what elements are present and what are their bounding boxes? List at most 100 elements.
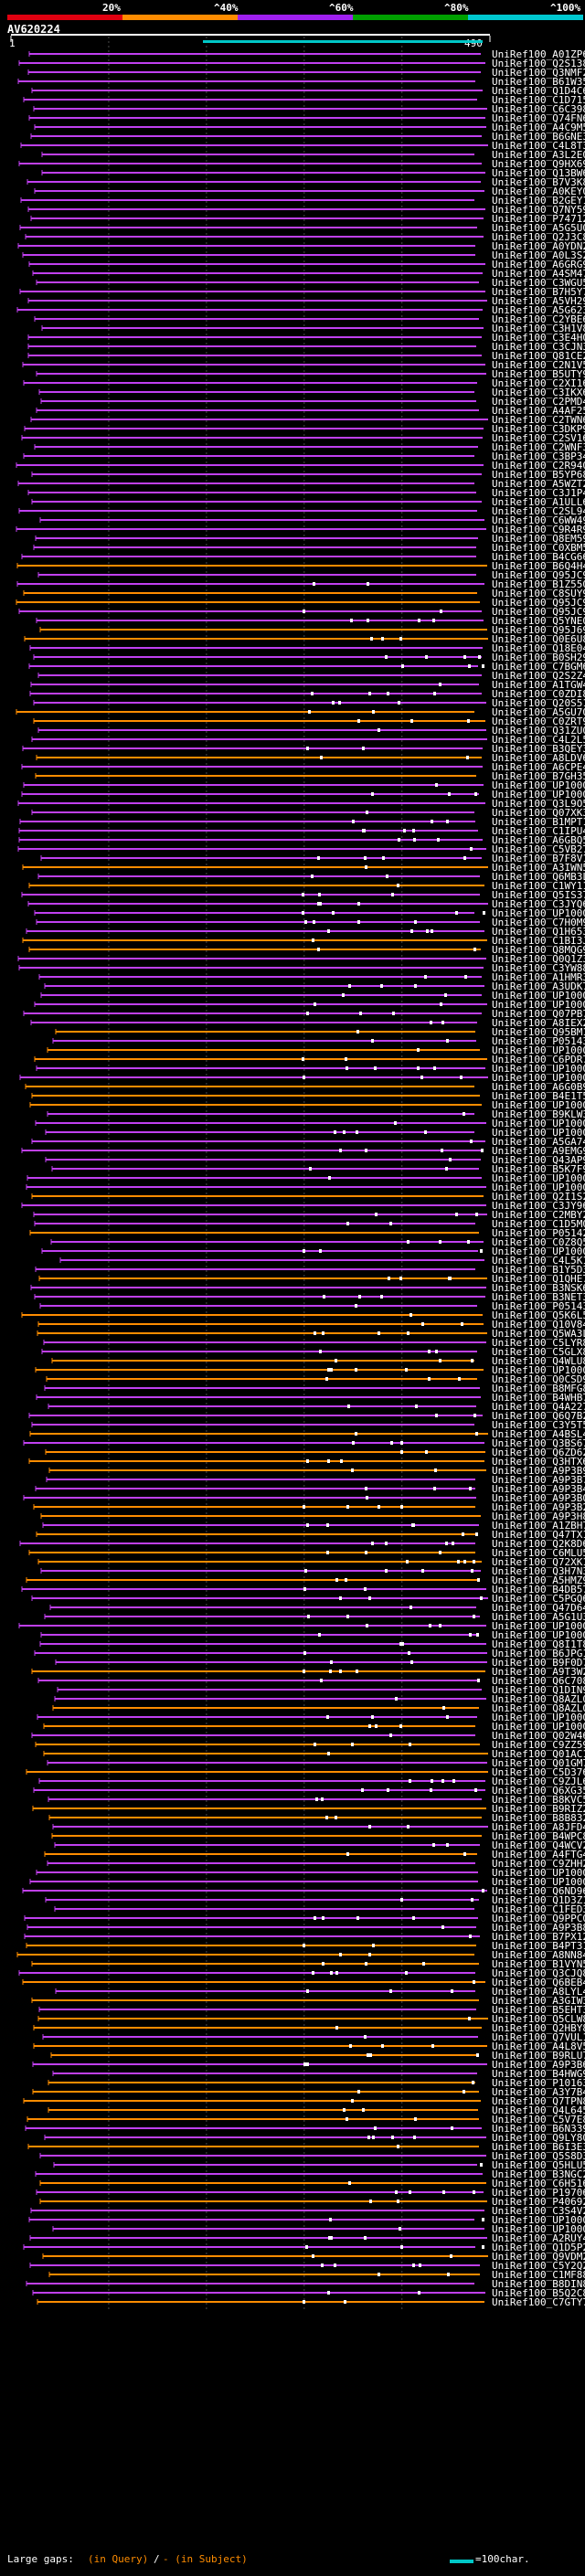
hit-row[interactable]: UniRef100_Q3H7N3 — [40, 1565, 585, 1577]
hit-row[interactable]: UniRef100_UP1000... — [19, 1072, 585, 1084]
hit-row[interactable]: UniRef100_C2YBE6 — [34, 313, 585, 325]
hit-label[interactable]: UniRef100_Q0CSD9 — [492, 1373, 585, 1385]
hit-label[interactable]: UniRef100_C7GTY7 — [492, 2296, 585, 2308]
hit-label[interactable]: UniRef100_Q5S8D3 — [492, 2150, 585, 2162]
hit-label[interactable]: UniRef100_Q3NMF2 — [492, 67, 585, 79]
hit-label[interactable]: UniRef100_C5LYR8 — [492, 1337, 585, 1349]
hit-row[interactable]: UniRef100_A8IEX2 — [30, 1017, 585, 1029]
hit-label[interactable]: UniRef100_Q5YNE0 — [492, 615, 585, 627]
hit-row[interactable]: UniRef100_C2MBY2 — [33, 1209, 585, 1221]
hit-label[interactable]: UniRef100_C9R4R9 — [492, 524, 585, 535]
hit-label[interactable]: UniRef100_A9P3B9 — [492, 1465, 585, 1477]
hit-row[interactable]: UniRef100_Q3CJQ8 — [18, 1967, 585, 1979]
hit-row[interactable]: UniRef100_C9ZHH2 — [47, 1858, 585, 1870]
hit-row[interactable]: UniRef100_UP1000... — [34, 907, 585, 919]
hit-label[interactable]: UniRef100_A9P3B6 — [492, 2059, 585, 2071]
hit-label[interactable]: UniRef100_A9EMG9 — [492, 1145, 585, 1157]
hit-row[interactable]: UniRef100_C9ZJL6 — [38, 1776, 585, 1787]
hit-row[interactable]: UniRef100_Q47D64 — [49, 1602, 585, 1614]
hit-label[interactable]: UniRef100_A5WZT2 — [492, 478, 585, 490]
hit-label[interactable]: UniRef100_Q7NY59 — [492, 204, 585, 216]
hit-label[interactable]: UniRef100_Q6ZD62 — [492, 1447, 585, 1458]
hit-row[interactable]: UniRef100_Q3BS67 — [23, 1437, 585, 1449]
hit-label[interactable]: UniRef100_Q5WA3L — [492, 1328, 585, 1340]
hit-label[interactable]: UniRef100_Q95JC9-3 — [492, 606, 585, 618]
hit-row[interactable]: UniRef100_Q1QHE7 — [38, 1273, 585, 1285]
hit-row[interactable]: UniRef100_A3IWN5 — [22, 862, 585, 874]
hit-row[interactable]: UniRef100_P74712 — [30, 213, 585, 225]
hit-label[interactable]: UniRef100_Q95BM1 — [492, 1026, 585, 1038]
hit-label[interactable]: UniRef100_C5V7E8 — [492, 2114, 585, 2125]
hit-row[interactable]: UniRef100_C2WNF3 — [34, 441, 585, 453]
hit-label[interactable]: UniRef100_Q4L645 — [492, 2104, 585, 2116]
hit-row[interactable]: UniRef100_Q95J69 — [39, 624, 585, 636]
hit-label[interactable]: UniRef100_A5GU70 — [492, 706, 585, 718]
hit-label[interactable]: UniRef100_A5VH29 — [492, 295, 585, 307]
hit-label[interactable]: UniRef100_UP1000... — [492, 1172, 585, 1184]
hit-label[interactable]: UniRef100_A9P3B7 — [492, 1474, 585, 1486]
hit-row[interactable]: UniRef100_Q1H653 — [26, 926, 585, 938]
hit-row[interactable]: UniRef100_C5Y2Q2 — [29, 2260, 585, 2272]
hit-label[interactable]: UniRef100_C7H0M9 — [492, 917, 585, 928]
hit-label[interactable]: UniRef100_A9P3B8 — [492, 1922, 585, 1934]
hit-label[interactable]: UniRef100_Q8MQG9 — [492, 944, 585, 956]
hit-label[interactable]: UniRef100_C7BGM6 — [492, 661, 585, 673]
hit-label[interactable]: UniRef100_B4CG66 — [492, 551, 585, 563]
hit-row[interactable]: UniRef100_Q4WCV2 — [54, 1839, 585, 1851]
hit-label[interactable]: UniRef100_C0ZDI8 — [492, 688, 585, 700]
hit-row[interactable]: UniRef100_A5WZT2 — [17, 478, 585, 490]
hit-row[interactable]: UniRef100_B5UTY9 — [36, 368, 585, 380]
hit-row[interactable]: UniRef100_B4E1T5 — [31, 1090, 585, 1102]
hit-label[interactable]: UniRef100_C3Y5T5 — [492, 1419, 585, 1431]
hit-label[interactable]: UniRef100_P05143 — [492, 1035, 585, 1047]
hit-label[interactable]: UniRef100_Q20S51 — [492, 697, 585, 709]
hit-row[interactable]: UniRef100_C3JY96 — [21, 1200, 585, 1212]
hit-row[interactable]: UniRef100_C6WW49 — [39, 514, 585, 526]
hit-row[interactable]: UniRef100_A8LDV6 — [36, 752, 585, 764]
hit-label[interactable]: UniRef100_A9P3B2 — [492, 1501, 585, 1513]
hit-label[interactable]: UniRef100_UP1000... — [492, 1876, 585, 1888]
hit-row[interactable]: UniRef100_A9P3B7 — [46, 1474, 585, 1486]
hit-row[interactable]: UniRef100_B8B832 — [48, 1812, 585, 1824]
hit-label[interactable]: UniRef100_UP1000... — [492, 1063, 585, 1075]
hit-label[interactable]: UniRef100_Q4WCV2 — [492, 1839, 585, 1851]
hit-label[interactable]: UniRef100_Q31ZU0 — [492, 725, 585, 737]
hit-label[interactable]: UniRef100_C1D715 — [492, 94, 585, 106]
hit-row[interactable]: UniRef100_Q7TPN8 — [23, 2095, 585, 2107]
hit-row[interactable]: UniRef100_A2RUY4 — [29, 2232, 585, 2244]
hit-row[interactable]: UniRef100_A6CPE4 — [21, 761, 585, 773]
hit-label[interactable]: UniRef100_UP1000... — [492, 1099, 585, 1111]
hit-row[interactable]: UniRef100_B0SH29 — [33, 652, 585, 663]
hit-label[interactable]: UniRef100_UP1000... — [492, 1712, 585, 1723]
hit-label[interactable]: UniRef100_C2WNF3 — [492, 441, 585, 453]
hit-label[interactable]: UniRef100_C3JYQ6 — [492, 898, 585, 910]
hit-row[interactable]: UniRef100_C1BI3J — [22, 935, 585, 947]
hit-label[interactable]: UniRef100_B9RLU7 — [492, 2050, 585, 2062]
hit-label[interactable]: UniRef100_A4C9M5 — [492, 122, 585, 133]
hit-label[interactable]: UniRef100_UP1000... — [492, 1867, 585, 1879]
hit-label[interactable]: UniRef100_Q47TX1 — [492, 1529, 585, 1541]
hit-label[interactable]: UniRef100_Q10V84 — [492, 1319, 585, 1330]
hit-row[interactable]: UniRef100_B4WPC8 — [51, 1830, 585, 1842]
hit-label[interactable]: UniRef100_Q95J69 — [492, 624, 585, 636]
hit-label[interactable]: UniRef100_B7V3K8 — [492, 176, 585, 188]
hit-row[interactable]: UniRef100_Q4A227 — [48, 1401, 585, 1413]
hit-row[interactable]: UniRef100_A9P3B9 — [48, 1465, 585, 1477]
hit-label[interactable]: UniRef100_Q3BS67 — [492, 1437, 585, 1449]
hit-row[interactable]: UniRef100_Q18E04 — [29, 642, 585, 654]
hit-row[interactable]: UniRef100_B9KLW3 — [47, 1108, 585, 1120]
hit-row[interactable]: UniRef100_Q0CSD9 — [46, 1373, 585, 1385]
hit-row[interactable]: UniRef100_B6JPG1 — [34, 1648, 585, 1659]
hit-row[interactable]: UniRef100_A1TGW4 — [30, 679, 585, 691]
hit-label[interactable]: UniRef100_Q18E04 — [492, 642, 585, 654]
hit-label[interactable]: UniRef100_A3L2E0 — [492, 149, 585, 161]
hit-label[interactable]: UniRef100_UP1000... — [492, 1127, 585, 1139]
hit-row[interactable]: UniRef100_UP1000... — [37, 1712, 585, 1723]
hit-label[interactable]: UniRef100_Q01GM7 — [492, 1757, 585, 1769]
hit-label[interactable]: UniRef100_C2XI16 — [492, 377, 585, 389]
hit-row[interactable]: UniRef100_Q3NMF2 — [27, 67, 585, 79]
hit-label[interactable]: UniRef100_A4L8V5 — [492, 2041, 585, 2052]
hit-row[interactable]: UniRef100_C3WGU5 — [36, 277, 585, 289]
hit-row[interactable]: UniRef100_C3H1V8 — [41, 323, 585, 334]
hit-label[interactable]: UniRef100_B3NGC2 — [492, 2168, 585, 2180]
